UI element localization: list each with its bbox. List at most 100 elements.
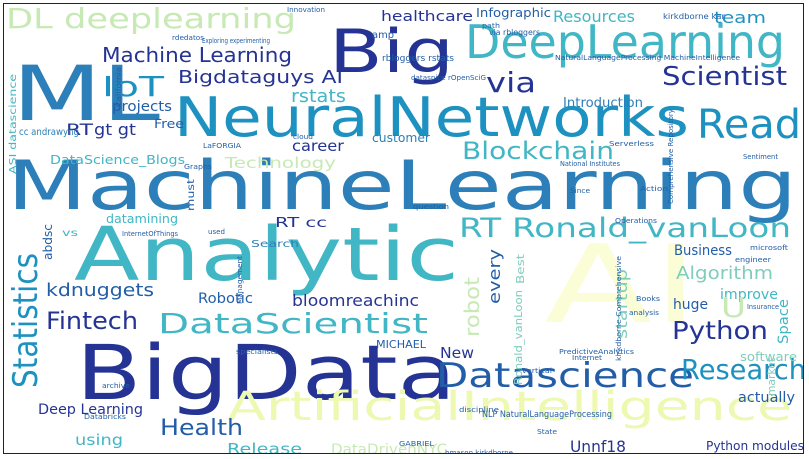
cloud-word: GABRIEL [399,440,434,448]
cloud-word: software [740,350,797,364]
cloud-word: Exploring experimenting [202,37,270,45]
cloud-word: discipline [459,406,499,414]
cloud-word: National Institutes [560,160,620,168]
cloud-word: Management [236,256,244,304]
cloud-word: Insurance [747,303,779,311]
cloud-word: LaFORGIA [203,142,241,150]
cloud-word: must [186,179,197,211]
cloud-word: vertical [522,367,552,375]
cloud-word: path [482,22,500,30]
cloud-word: Search [251,239,299,250]
cloud-word: New [440,344,474,362]
cloud-word: BigData [76,328,456,417]
cloud-word: specialists [236,348,278,356]
cloud-word: Statistics [6,253,46,388]
cloud-word: Since [570,187,590,195]
cloud-word: bloomreachinc [292,291,419,310]
cloud-word: analysis [629,309,659,317]
cloud-word: question [413,203,449,211]
cloud-word: team [714,8,766,27]
cloud-word: archive [102,382,130,390]
cloud-word: used [208,228,225,236]
cloud-word: Introduction [563,96,643,111]
cloud-word: market [765,357,778,396]
cloud-word: Sentiment [743,153,778,161]
cloud-word: Best [514,253,527,284]
cloud-word: every [485,249,504,304]
cloud-word: Space [776,299,792,344]
cloud-word: kdnuggets [46,280,154,301]
cloud-word: Python [672,316,768,345]
cloud-word: Fintech [46,307,138,335]
cloud-word: Robotic [198,291,253,307]
cloud-word: Health [160,416,243,441]
cloud-word: rdedatos [172,34,204,42]
cloud-word: DataScience_Blogs [50,153,185,167]
cloud-word: career [292,137,345,155]
cloud-word: U [721,291,746,324]
cloud-word: abdsc [41,224,55,260]
cloud-word: Technology [224,154,336,172]
cloud-word: dataspice rOpenSciG [411,74,486,82]
cloud-word: Analytic [74,212,459,298]
cloud-word: Scientist [662,62,787,92]
cloud-word: Machine Learning [102,43,292,67]
cloud-word: California [115,67,123,107]
cloud-word: amp [372,30,394,41]
cloud-word: MICHAEL [376,338,427,351]
cloud-word: Business [674,243,732,259]
cloud-word: Innovation [287,6,325,14]
cloud-word: NaturalLanguageProcessing MachineIntelli… [555,54,740,62]
cloud-word: rbloggers rstats [382,54,454,64]
cloud-word: DeepLearning [465,15,785,69]
cloud-word: cloud [293,133,313,141]
cloud-word: Databricks [84,413,126,421]
cloud-word: AI [544,223,699,348]
cloud-word: Internet [572,354,602,362]
cloud-word: engineer [735,256,771,264]
cloud-word: Bigdataguys AI [178,67,343,88]
cloud-word: kirkdborne kar [663,12,726,21]
cloud-word: hmason kirkdborne [445,449,513,453]
cloud-word: Datascience [436,356,694,396]
cloud-word: PredictiveAnalytics [559,348,634,356]
cloud-word: vs [62,228,78,239]
cloud-word: DataScientist [158,307,428,340]
cloud-word: ASI datascience [8,74,19,174]
cloud-word: Graphs [184,163,212,171]
cloud-word: healthcare [381,9,473,25]
cloud-word: Infographic [476,6,551,20]
word-cloud-frame: MachineLearning BigData Analytic NeuralNetw… [3,3,804,454]
cloud-word: actually [738,390,795,406]
cloud-word: via rbloggers [489,28,540,37]
cloud-word: projects [112,99,172,115]
cloud-word: Books [636,295,660,303]
cloud-word: Big [329,17,454,87]
cloud-word: Research [681,353,803,386]
cloud-word: startup [612,269,631,339]
cloud-word: DL deeplearning [6,4,296,35]
cloud-word: Serverless [609,140,654,148]
cloud-word: State [537,428,557,436]
cloud-word: RT Ronald_vanLoon [459,213,791,244]
cloud-word: NLP NaturalLanguageProcessing [482,410,612,420]
cloud-word: Operations [615,217,657,225]
cloud-word: microsoft [750,244,788,252]
cloud-word: datamining [106,212,178,226]
cloud-word: Read [697,102,801,148]
cloud-word: InternetOfThings [122,230,178,238]
cloud-word: RT [66,120,93,139]
cloud-word: DataDrivenNYC [331,442,447,453]
cloud-word: customer [372,131,430,145]
cloud-word: Comprehensive Repository [667,109,675,204]
cloud-word: gt gt [94,120,136,139]
cloud-word: improve [720,287,778,303]
cloud-word: ML [12,49,160,138]
cloud-word: kirkdborne Comprehensive [615,256,623,361]
cloud-word: RT cc [275,216,327,231]
cloud-word: Python modules [706,439,803,453]
cloud-word: Algorithm [676,263,773,284]
cloud-word: NeuralNetworks [174,86,689,149]
cloud-word: robot [460,277,484,337]
cloud-word: IoT [102,70,165,103]
